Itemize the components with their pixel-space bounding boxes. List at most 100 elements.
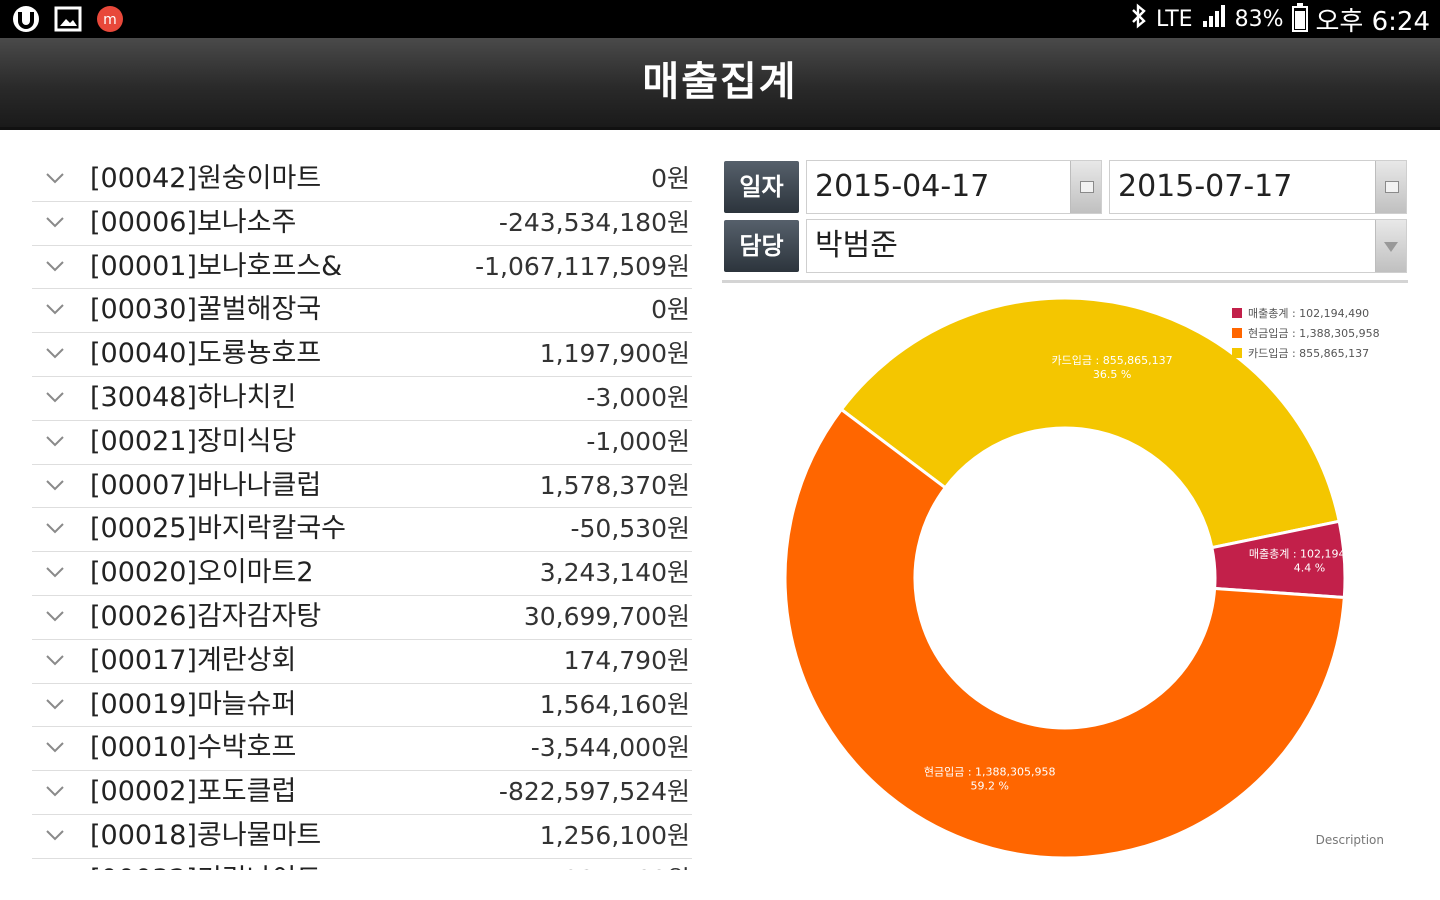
slice-label: 매출총계 : 102,194,490 [1249, 548, 1370, 561]
store-amount: 1,197,900원 [539, 339, 690, 369]
pie-slice[interactable] [783, 407, 1346, 860]
battery-icon [1291, 3, 1308, 32]
end-date-calendar-button[interactable] [1375, 161, 1406, 213]
store-amount: 174,790원 [563, 645, 690, 675]
store-name: [00001]보나호프스& [90, 250, 343, 282]
manager-value: 박범준 [815, 228, 898, 263]
chart-description: Description [1316, 833, 1384, 847]
chevron-down-icon [46, 217, 64, 228]
donut-inner-ring [915, 428, 1215, 728]
end-date-field[interactable]: 2015-07-17 [1109, 160, 1407, 214]
app-u-icon [10, 4, 42, 34]
store-row[interactable]: [00007]바나나클럽 1,578,370원 [32, 465, 692, 509]
network-type: LTE [1156, 6, 1193, 32]
title-bar: 매출집계 [0, 38, 1440, 130]
store-row[interactable]: [00006]보나소주 -243,534,180원 [32, 202, 692, 246]
battery-percent: 83% [1234, 6, 1284, 32]
store-name: [00010]수박호프 [90, 732, 297, 764]
legend-label: 현금입금 : 1,388,305,958 [1248, 327, 1380, 340]
notification-icons: m [10, 4, 126, 34]
status-bar: m LTE 83% 오후 6:24 [0, 0, 1440, 38]
store-amount: 30,699,700원 [523, 601, 690, 631]
legend-swatch [1232, 348, 1242, 358]
store-name: [00017]계란상회 [90, 644, 297, 676]
chevron-down-icon [46, 436, 64, 447]
chevron-down-icon [46, 523, 64, 534]
store-name: [00032]기린나이트 [90, 859, 321, 870]
store-row[interactable]: [00042]원숭이마트 0원 [32, 158, 692, 202]
store-amount: -1,067,117,509원 [475, 251, 690, 281]
chevron-down-icon [46, 567, 64, 578]
store-row[interactable]: [00040]도룡뇽호프 1,197,900원 [32, 333, 692, 377]
store-row[interactable]: [00002]포도클럽 -822,597,524원 [32, 771, 692, 815]
store-amount: 0원 [651, 295, 690, 325]
store-row[interactable]: [00020]오이마트2 3,243,140원 [32, 552, 692, 596]
store-row[interactable]: [00030]꿀벌해장국 0원 [32, 289, 692, 334]
store-name: [30048]하나치킨 [90, 381, 297, 413]
store-amount: -3,000원 [586, 382, 690, 412]
end-date-value: 2015-07-17 [1118, 169, 1293, 204]
start-date-field[interactable]: 2015-04-17 [806, 160, 1102, 214]
chevron-down-icon [46, 173, 64, 184]
legend-swatch [1232, 308, 1242, 318]
legend-swatch [1232, 328, 1242, 338]
chevron-down-icon [46, 698, 64, 709]
store-amount: 1,564,160원 [539, 689, 690, 719]
store-row[interactable]: [00021]장미식당 -1,000원 [32, 421, 692, 465]
store-name: [00040]도룡뇽호프 [90, 338, 322, 370]
store-row[interactable]: [00010]수박호프 -3,544,000원 [32, 727, 692, 772]
store-row[interactable]: [30048]하나치킨 -3,000원 [32, 377, 692, 421]
store-name: [00018]콩나물마트 [90, 819, 322, 851]
chevron-down-icon [46, 304, 64, 315]
store-amount: -50,530원 [570, 514, 691, 544]
store-amount: -822,597,524원 [498, 777, 690, 807]
store-name: [00030]꿀벌해장국 [90, 294, 322, 326]
store-row[interactable]: [00019]마늘슈퍼 1,564,160원 [32, 684, 692, 728]
store-name: [00025]바지락칼국수 [90, 513, 346, 545]
page-title: 매출집계 [642, 59, 798, 105]
chevron-down-icon [46, 655, 64, 666]
clock: 오후 6:24 [1315, 6, 1431, 37]
pie-slice[interactable] [839, 296, 1341, 550]
store-row[interactable]: [00018]콩나물마트 1,256,100원 [32, 815, 692, 859]
chevron-down-icon [46, 479, 64, 490]
store-name: [00021]장미식당 [90, 425, 297, 457]
manager-select[interactable]: 박범준 [806, 219, 1407, 273]
slice-percent-label: 4.4 % [1294, 562, 1325, 575]
slice-percent-label: 36.5 % [1093, 368, 1131, 381]
calendar-icon [1385, 181, 1399, 193]
store-row[interactable]: [00025]바지락칼국수 -50,530원 [32, 508, 692, 553]
chevron-down-icon [46, 611, 64, 622]
store-amount: -3,544,000원 [530, 733, 690, 763]
signal-icon [1201, 3, 1227, 36]
store-list[interactable]: [00042]원숭이마트 0원 [00006]보나소주 -243,534,180원 [0… [32, 158, 692, 870]
chevron-down-icon [46, 742, 64, 753]
chevron-down-icon [46, 260, 64, 272]
legend-label: 매출총계 : 102,194,490 [1248, 307, 1369, 320]
date-label: 일자 [724, 161, 799, 213]
start-date-calendar-button[interactable] [1070, 161, 1101, 213]
image-icon [52, 4, 84, 34]
store-row[interactable]: [00001]보나호프스& -1,067,117,509원 [32, 246, 692, 290]
store-name: [00026]감자감자탕 [90, 600, 322, 632]
chevron-down-icon [46, 830, 64, 841]
store-row[interactable]: [00032]기린나이트 321,560원 [32, 859, 692, 870]
store-amount: 1,256,100원 [539, 820, 690, 850]
store-row[interactable]: [00017]계란상회 174,790원 [32, 640, 692, 684]
store-amount: -1,000원 [586, 426, 690, 456]
store-name: [00020]오이마트2 [90, 557, 314, 589]
slice-percent-label: 59.2 % [970, 779, 1008, 792]
app-m-icon: m [94, 4, 126, 34]
legend-label: 카드입금 : 855,865,137 [1248, 347, 1369, 360]
chevron-down-icon [46, 392, 64, 403]
slice-label: 현금입금 : 1,388,305,958 [924, 765, 1056, 778]
store-name: [00006]보나소주 [90, 206, 297, 238]
store-amount: 3,243,140원 [539, 558, 690, 588]
chevron-down-icon [46, 786, 64, 797]
svg-text:m: m [103, 12, 117, 28]
chevron-down-icon [1384, 242, 1398, 252]
store-name: [00042]원숭이마트 [90, 163, 322, 194]
store-row[interactable]: [00026]감자감자탕 30,699,700원 [32, 596, 692, 640]
manager-dropdown-button[interactable] [1375, 220, 1406, 272]
